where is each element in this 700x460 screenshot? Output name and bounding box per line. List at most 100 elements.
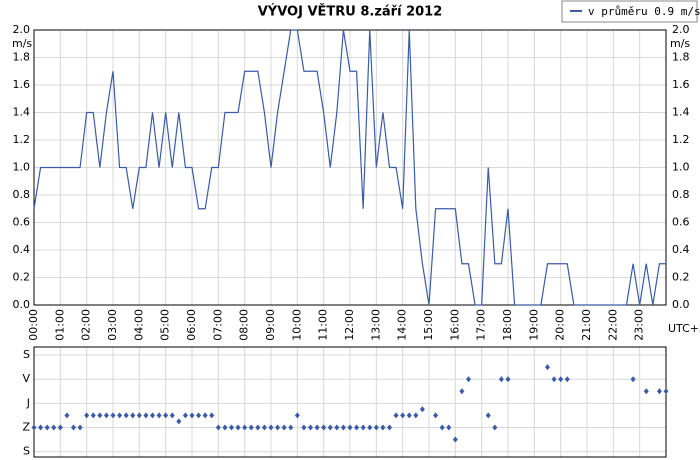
y-tick-label: J [26, 396, 30, 409]
legend-label: v průměru 0.9 m/s [588, 5, 700, 18]
x-tick-label: 06:00 [185, 309, 198, 341]
y-tick-label: 0.6 [13, 216, 31, 229]
direction-point [44, 424, 50, 431]
direction-point [663, 388, 669, 395]
direction-point [31, 424, 37, 431]
direction-point [340, 424, 346, 431]
direction-point [38, 424, 44, 431]
direction-point [235, 424, 241, 431]
y-tick-label: 0.8 [13, 188, 31, 201]
x-tick-label: 12:00 [343, 309, 356, 341]
direction-point [261, 424, 267, 431]
direction-point [156, 412, 162, 419]
y-tick-label-right: 1.8 [672, 51, 690, 64]
direction-point [551, 376, 557, 383]
chart-title: VÝVOJ VĚTRU 8.září 2012 [258, 4, 443, 20]
direction-point [255, 424, 261, 431]
x-tick-label: 02:00 [80, 309, 93, 341]
direction-point [77, 424, 83, 431]
x-tick-label: 00:00 [27, 309, 40, 341]
x-tick-label: 04:00 [132, 309, 145, 341]
direction-point [380, 424, 386, 431]
direction-point [413, 412, 419, 419]
y-unit-right: m/s [670, 37, 690, 50]
x-tick-label: 23:00 [633, 309, 646, 341]
direction-point [452, 436, 458, 443]
direction-point [327, 424, 333, 431]
x-tick-label: 22:00 [606, 309, 619, 341]
direction-point [189, 412, 195, 419]
direction-point [176, 418, 182, 425]
x-tick-label: 01:00 [53, 309, 66, 341]
y-unit: m/s [12, 37, 32, 50]
y-tick-label: 2.0 [13, 23, 31, 36]
direction-point [301, 424, 307, 431]
direction-point [196, 412, 202, 419]
direction-point [136, 412, 142, 419]
direction-point [630, 376, 636, 383]
direction-point [492, 424, 498, 431]
direction-point [459, 388, 465, 395]
y-tick-label-right: 0.4 [672, 243, 690, 256]
direction-point [321, 424, 327, 431]
direction-point [110, 412, 116, 419]
direction-point [288, 424, 294, 431]
direction-point [466, 376, 471, 383]
direction-point [229, 424, 234, 431]
direction-point [90, 412, 96, 419]
direction-point [387, 424, 392, 431]
direction-point [51, 424, 57, 431]
direction-point [64, 412, 70, 419]
wind-speed-line [33, 29, 666, 306]
x-tick-label: 07:00 [211, 309, 224, 341]
x-tick-label: 05:00 [159, 309, 172, 341]
direction-point [393, 412, 399, 419]
direction-point [400, 412, 406, 419]
direction-point [103, 412, 109, 419]
y-tick-label: 0.2 [13, 271, 31, 284]
direction-point [505, 376, 511, 383]
direction-point [222, 424, 228, 431]
x-tick-label: 13:00 [369, 309, 382, 341]
direction-point [485, 412, 491, 419]
direction-point [163, 412, 169, 419]
direction-point [209, 412, 215, 419]
direction-point [169, 412, 175, 419]
legend-box [561, 0, 698, 23]
y-tick-label: 1.6 [13, 78, 31, 91]
y-tick-label: S [23, 445, 30, 458]
y-tick-label-right: 1.4 [672, 106, 690, 119]
direction-point [150, 412, 155, 419]
direction-point [406, 412, 412, 419]
y-tick-label: 1.2 [13, 133, 31, 146]
x-tick-label: 03:00 [106, 309, 119, 341]
direction-point [367, 424, 373, 431]
y-tick-label: S [23, 348, 30, 361]
x-unit: UTC+2 [668, 322, 700, 335]
y-tick-label: 1.0 [13, 161, 31, 174]
plot-frame [33, 29, 667, 306]
y-tick-label: 0.4 [13, 243, 31, 256]
y-tick-label: 0.0 [13, 298, 31, 311]
y-tick-label-right: 0.0 [672, 298, 690, 311]
direction-point [275, 424, 281, 431]
direction-point [182, 412, 188, 419]
direction-point [373, 424, 379, 431]
direction-point [294, 412, 300, 419]
x-tick-label: 16:00 [448, 309, 461, 341]
x-tick-label: 17:00 [475, 309, 488, 341]
y-tick-label-right: 0.8 [672, 188, 690, 201]
y-tick-label-right: 1.2 [672, 133, 690, 146]
y-tick-label-right: 1.0 [672, 161, 690, 174]
direction-point [433, 412, 439, 419]
direction-point [84, 412, 90, 419]
direction-point [558, 376, 564, 383]
x-tick-label: 08:00 [238, 309, 251, 341]
plot-frame [33, 346, 667, 458]
direction-point [130, 412, 136, 419]
direction-point [268, 424, 274, 431]
x-tick-label: 19:00 [527, 309, 540, 341]
direction-point [564, 376, 570, 383]
x-tick-label: 09:00 [264, 309, 277, 341]
